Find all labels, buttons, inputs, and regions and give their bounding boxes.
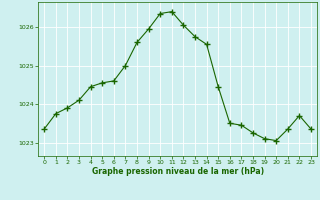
X-axis label: Graphe pression niveau de la mer (hPa): Graphe pression niveau de la mer (hPa) xyxy=(92,167,264,176)
